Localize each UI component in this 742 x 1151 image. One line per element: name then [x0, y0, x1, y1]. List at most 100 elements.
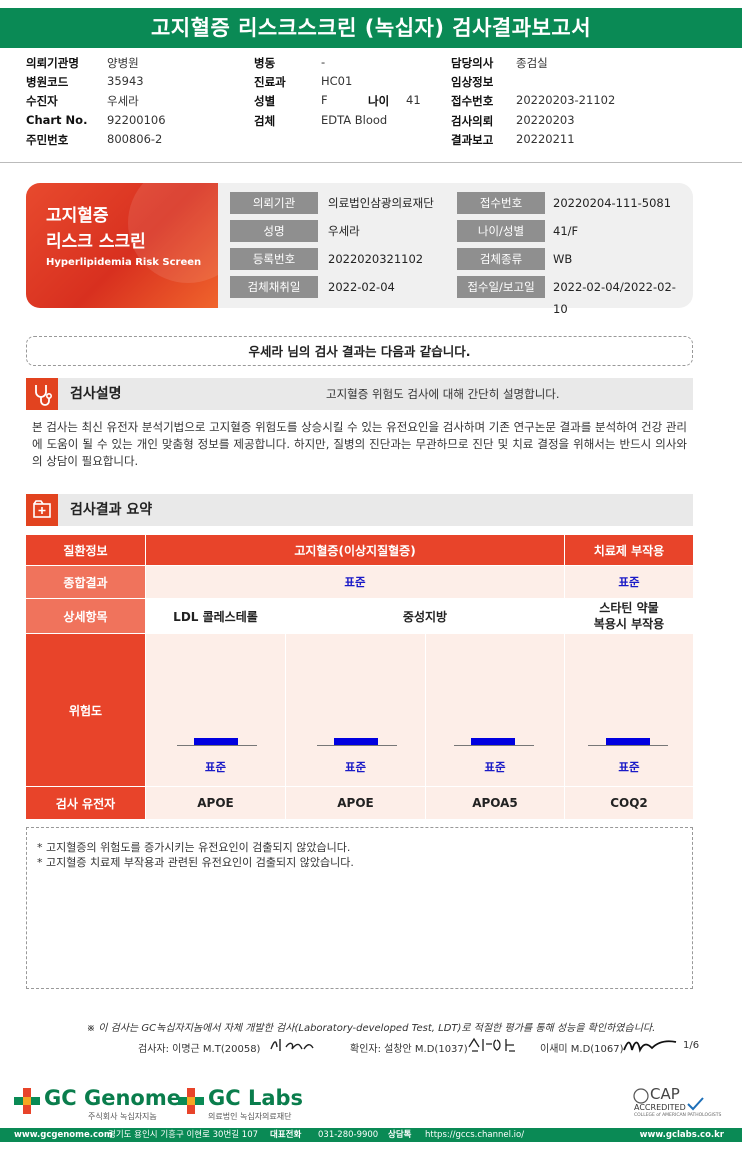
checkmark-icon [687, 1097, 704, 1111]
info-value: F [321, 93, 328, 107]
gene-tg-1: APOE [286, 787, 425, 819]
info-label: 병동 [254, 56, 276, 70]
gene-statin: COQ2 [565, 787, 693, 819]
row-label-detail: 상세항목 [26, 599, 145, 633]
banner-title: 고지혈증 리스크 스크린 [46, 203, 146, 255]
patient-info: 의뢰기관명 양병원 병원코드 35943 수진자 우세라 Chart No. 92200… [26, 55, 726, 151]
result-notice: 우세라 님의 검사 결과는 다음과 같습니다. [26, 336, 693, 366]
info-value: EDTA Blood [321, 113, 388, 127]
info-value: - [321, 55, 326, 69]
info-label: 의뢰기관명 [26, 56, 79, 70]
gc-cross-icon [14, 1088, 40, 1114]
section-summary-header: 검사결과 요약 [26, 494, 693, 526]
header-hyperlipidemia: 고지혈증(이상지질혈증) [146, 535, 564, 565]
detail-statin-line2: 복용시 부작용 [593, 617, 665, 631]
phone-number: 031-280-9900 [318, 1130, 379, 1140]
cap-accredited: ACCREDITED [634, 1103, 686, 1112]
banner-title-line2: 리스크 스크린 [46, 232, 146, 252]
detail-statin-line1: 스타틴 약물 [599, 601, 659, 615]
note-line: * 고지혈증의 위험도를 증가시키는 유전요인이 검출되지 않았습니다. [37, 841, 351, 854]
result-summary-table: 질환정보 고지혈증(이상지질혈증) 치료제 부작용 종합결과 표준 표준 상세항… [26, 535, 693, 819]
risk-panel: 표준 표준 표준 표준 [146, 634, 693, 786]
row-label-gene: 검사 유전자 [26, 787, 145, 819]
section-title: 검사결과 요약 [70, 502, 153, 518]
tester-signature [270, 1039, 314, 1051]
report-banner: 고지혈증 리스크 스크린 Hyperlipidemia Risk Screen … [26, 183, 693, 316]
age-label: 나이 [368, 94, 390, 108]
info-label: 접수번호 [451, 94, 494, 108]
test-description: 본 검사는 최신 유전자 분석기법으로 고지혈증 위험도를 상승시킬 수 있는 … [32, 420, 687, 468]
checker-name: 확인자: 설창안 M.D(1037) [350, 1044, 468, 1055]
gc-labs-subtitle: 의료법인 녹십자의료재단 [208, 1112, 292, 1121]
info-label: 병원코드 [26, 75, 69, 89]
info-value: 양병원 [107, 56, 139, 70]
info-label: 담당의사 [451, 56, 494, 70]
third-signer-name: 이새미 M.D(1067) [540, 1044, 624, 1055]
banner-key: 접수일/보고일 [457, 276, 545, 298]
info-label: Chart No. [26, 113, 88, 127]
detail-triglyceride: 중성지방 [402, 609, 448, 624]
info-label: 임상정보 [451, 75, 494, 89]
footer-bar: www.gcgenome.com 경기도 용인시 기흥구 이현로 30번길 10… [0, 1128, 742, 1142]
info-value: 20220203 [516, 113, 575, 127]
banner-value: 2022-02-04 [328, 280, 395, 294]
risk-level-statin: 표준 [618, 760, 640, 774]
note-line: * 고지혈증 치료제 부작용과 관련된 유전요인이 검출되지 않았습니다. [37, 856, 354, 869]
risk-level-ldl: 표준 [204, 760, 227, 774]
cap-subtitle: COLLEGE of AMERICAN PATHOLOGISTS [634, 1113, 722, 1118]
overall-result-main: 표준 [146, 566, 564, 598]
consult-url[interactable]: https://gccs.channel.io/ [425, 1130, 525, 1140]
gclabs-url[interactable]: www.gclabs.co.kr [639, 1130, 724, 1140]
risk-level-tg-apoa5: 표준 [484, 760, 506, 774]
age-value: 41 [406, 93, 421, 107]
info-value: 20220211 [516, 132, 575, 146]
detail-statin: 스타틴 약물 복용시 부작용 [565, 599, 693, 633]
gcgenome-url[interactable]: www.gcgenome.com [14, 1130, 113, 1140]
cap-seal-icon [633, 1088, 649, 1104]
risk-gauge-bar [334, 738, 378, 745]
info-value: 35943 [107, 74, 144, 88]
banner-key: 접수번호 [457, 192, 545, 214]
info-label: 검사의뢰 [451, 114, 494, 128]
risk-gauge-baseline [454, 745, 534, 746]
cap-accredited-logo: CAP ACCREDITED COLLEGE of AMERICAN PATHO… [632, 1085, 721, 1125]
third-signature [623, 1040, 677, 1053]
info-value: 20220203-21102 [516, 93, 616, 107]
banner-key: 성명 [230, 220, 318, 242]
divider [0, 162, 742, 163]
banner-key: 등록번호 [230, 248, 318, 270]
info-value: 우세라 [107, 94, 139, 108]
banner-value: 의료법인삼광의료재단 [328, 196, 434, 210]
gene-ldl: APOE [146, 787, 285, 819]
banner-key: 검체채취일 [230, 276, 318, 298]
gc-labs-name: GC Labs [208, 1086, 304, 1110]
divider [285, 634, 286, 786]
info-label: 결과보고 [451, 133, 494, 147]
divider [425, 634, 426, 786]
gc-genome-name: GC Genome [44, 1086, 181, 1110]
risk-gauge-bar [194, 738, 238, 745]
banner-key: 나이/성별 [457, 220, 545, 242]
banner-value: 2022020321102 [328, 252, 424, 266]
risk-gauge-bar [606, 738, 650, 745]
report-title: 고지혈증 리스크스크린 (녹십자) 검사결과보고서 [0, 8, 742, 48]
checker-signature [468, 1037, 515, 1052]
info-label: 검체 [254, 114, 276, 128]
info-label: 수진자 [26, 94, 58, 108]
section-subtitle: 고지혈증 위험도 검사에 대해 간단히 설명합니다. [326, 387, 560, 401]
banner-value: 41/F [553, 224, 579, 238]
divider [564, 634, 565, 786]
page-number: 1/6 [683, 1040, 700, 1051]
banner-value: 우세라 [328, 224, 360, 238]
banner-value: 20220204-111-5081 [553, 196, 672, 210]
header-disease: 질환정보 [26, 535, 145, 565]
risk-gauge-bar [471, 738, 515, 745]
info-value: 92200106 [107, 113, 166, 127]
info-label: 주민번호 [26, 133, 69, 147]
risk-gauge-baseline [177, 745, 257, 746]
gc-cross-icon [178, 1088, 204, 1114]
result-notes: * 고지혈증의 위험도를 증가시키는 유전요인이 검출되지 않았습니다. * 고… [26, 827, 693, 989]
info-value: 종검실 [516, 56, 548, 70]
ldt-footnote: ※ 이 검사는 GC녹십자지놈에서 자체 개발한 검사(Laboratory-d… [86, 1023, 656, 1034]
banner-title-line1: 고지혈증 [46, 206, 109, 226]
